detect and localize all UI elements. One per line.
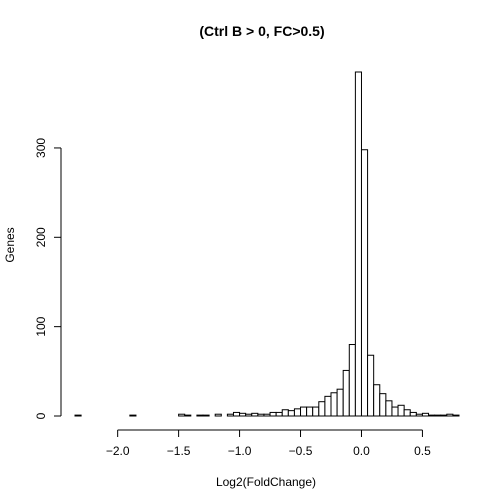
histogram-bar — [288, 411, 294, 416]
histogram-bar — [343, 370, 349, 416]
histogram-bar — [361, 150, 367, 416]
histogram-bar — [349, 345, 355, 416]
histogram-bar — [325, 396, 331, 416]
histogram-bar — [441, 415, 447, 416]
y-tick-label: 0 — [34, 412, 48, 419]
histogram-bar — [282, 410, 288, 416]
histogram-bar — [233, 412, 239, 416]
x-tick-label: 0.5 — [414, 444, 431, 458]
x-tick-label: −2.0 — [106, 444, 130, 458]
histogram-bar — [435, 415, 441, 416]
histogram-bar — [179, 414, 185, 416]
x-tick-label: 0.0 — [353, 444, 370, 458]
histogram-bar — [337, 389, 343, 416]
histogram-bar — [374, 385, 380, 416]
histogram-bar — [215, 414, 221, 416]
histogram-bar — [386, 401, 392, 416]
histogram-bar — [331, 393, 337, 416]
y-axis-label: Genes — [3, 227, 17, 262]
x-axis-label: Log2(FoldChange) — [216, 475, 316, 489]
histogram-bar — [264, 414, 270, 416]
histogram-bar — [447, 414, 453, 416]
x-tick-label: −0.5 — [289, 444, 313, 458]
histogram-bar — [75, 415, 81, 416]
histogram-bar — [422, 413, 428, 416]
histogram-bar — [416, 414, 422, 416]
y-tick-label: 300 — [34, 138, 48, 158]
y-tick-label: 100 — [34, 316, 48, 336]
x-tick-label: −1.5 — [167, 444, 191, 458]
histogram-bar — [294, 409, 300, 416]
histogram-bar — [307, 407, 313, 416]
histogram-bar — [252, 413, 258, 416]
x-tick-label: −1.0 — [228, 444, 252, 458]
histogram-bar — [380, 394, 386, 416]
histogram-bar — [276, 412, 282, 416]
histogram-bar — [301, 407, 307, 416]
histogram-bar — [319, 402, 325, 416]
histogram-bar — [410, 412, 416, 416]
histogram-bar — [368, 355, 374, 416]
histogram-bar — [258, 414, 264, 416]
histogram-bars — [75, 72, 459, 416]
histogram-bar — [355, 72, 361, 416]
histogram-bar — [227, 414, 233, 416]
histogram-bar — [392, 407, 398, 416]
histogram-bar — [203, 415, 209, 416]
histogram-bar — [246, 414, 252, 416]
y-tick-label: 200 — [34, 227, 48, 247]
histogram-bar — [313, 407, 319, 416]
histogram-bar — [429, 415, 435, 416]
histogram-bar — [453, 415, 459, 416]
chart-title: (Ctrl B > 0, FC>0.5) — [199, 23, 324, 39]
y-axis: 0 100 200 300 — [34, 138, 61, 420]
histogram-bar — [240, 413, 246, 416]
histogram-bar — [197, 415, 203, 416]
histogram-bar — [185, 415, 191, 416]
histogram-bar — [130, 415, 136, 416]
histogram-bar — [404, 410, 410, 416]
histogram-bar — [270, 412, 276, 416]
histogram-bar — [398, 405, 404, 416]
x-axis: −2.0 −1.5 −1.0 −0.5 0.0 0.5 — [106, 430, 431, 458]
